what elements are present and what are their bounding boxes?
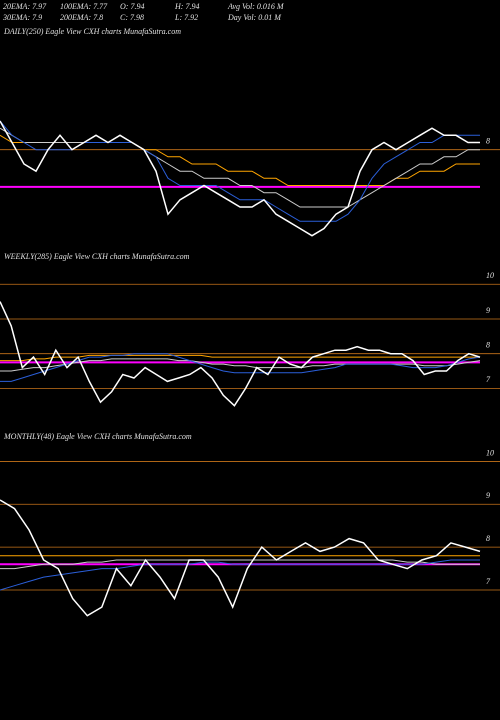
header-stat: 30EMA: 7.9: [2, 13, 42, 22]
y-tick-label: 10: [486, 271, 494, 280]
header-stat: 100EMA: 7.77: [60, 2, 108, 11]
price-line: [0, 127, 480, 208]
price-line: [0, 559, 480, 570]
header-stat: O: 7.94: [120, 2, 144, 11]
panel-title: DAILY(250) Eagle View CXH charts MunafaS…: [3, 27, 181, 36]
header-stat: Avg Vol: 0.016 M: [227, 2, 285, 11]
header-stat: L: 7.92: [174, 13, 198, 22]
y-tick-label: 8: [486, 341, 490, 350]
price-line: [0, 354, 480, 362]
panel-title: MONTHLY(48) Eagle View CXH charts Munafa…: [3, 432, 192, 441]
price-line: [0, 301, 481, 407]
price-line: [0, 358, 481, 372]
y-tick-label: 8: [486, 136, 490, 145]
y-tick-label: 10: [486, 448, 494, 457]
y-tick-label: 7: [486, 375, 491, 384]
price-line: [0, 559, 480, 591]
header-stat: 200EMA: 7.8: [60, 13, 103, 22]
header-stat: H: 7.94: [174, 2, 199, 11]
price-line: [0, 499, 481, 617]
header-stat: Day Vol: 0.01 M: [227, 13, 282, 22]
price-line: [0, 120, 480, 237]
y-tick-label: 9: [486, 491, 490, 500]
y-tick-label: 8: [486, 534, 490, 543]
panel-title: WEEKLY(285) Eagle View CXH charts Munafa…: [4, 252, 190, 261]
header-stat: 20EMA: 7.97: [3, 2, 47, 11]
header-stat: C: 7.98: [120, 13, 144, 22]
y-tick-label: 9: [486, 306, 490, 315]
y-tick-label: 7: [486, 577, 491, 586]
